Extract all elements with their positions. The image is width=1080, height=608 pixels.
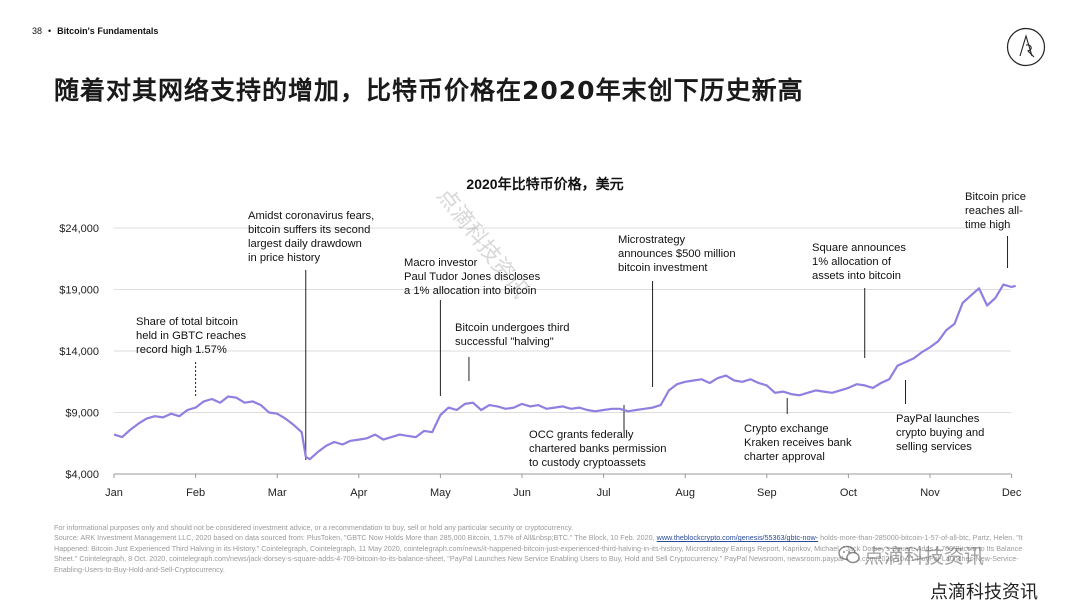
annotation-label-line: bitcoin investment [618,262,708,274]
annotation-label-line: in price history [248,252,321,264]
annotation-label-line: Kraken receives bank [744,437,852,449]
y-tick-label: $24,000 [59,223,99,235]
annotation-label-line: Square announces [812,242,906,254]
annotation-label-line: Bitcoin price [965,191,1026,203]
annotation-label: Crypto exchange Kraken receives bank chart… [744,423,852,463]
annotation-label-line: time high [965,219,1010,231]
annotation-label-line: Bitcoin undergoes third [455,322,569,334]
x-tick-label: Jun [513,487,531,499]
footer-disclaimer: For informational purposes only and shou… [54,523,574,532]
annotation-label-line: bitcoin suffers its second [248,224,370,236]
annotation-label: Square announces 1% allocation of assets i… [812,242,906,282]
x-tick-label: Jul [597,487,611,499]
header-separator: • [48,26,52,36]
annotation-label-line: held in GBTC reaches [136,330,246,342]
footer-sources: Source: ARK Investment Management LLC, 2… [54,533,1034,575]
annotation-label-line: announces $500 million [618,248,736,260]
watermark-wechat: 点滴科技资讯 [838,540,984,569]
chart-gridlines [114,227,1011,475]
annotation-label-line: Amidst coronavirus fears, [248,210,374,222]
annotation-label-line: PayPal launches [896,413,980,425]
annotation-label-line: successful "halving" [455,336,554,348]
annotation-label: Microstrategy announces $500 million bitco… [618,234,736,274]
x-tick-label: Aug [675,487,695,499]
y-tick-label: $4,000 [65,469,99,481]
x-tick-label: Feb [186,487,205,499]
page-header: 38 • Bitcoin's Fundamentals [32,26,158,36]
annotation-label-line: Paul Tudor Jones discloses [404,271,541,283]
annotation-label-line: Microstrategy [618,234,686,246]
annotation-label-line: OCC grants federally [529,429,634,441]
wechat-icon [838,545,860,563]
x-tick-label: Apr [350,487,367,499]
annotation-label-line: a 1% allocation into bitcoin [404,285,536,297]
watermark-wechat-text: 点滴科技资讯 [864,544,984,568]
ark-logo-icon [1006,27,1046,67]
annotation-label-line: selling services [896,441,972,453]
annotations: Share of total bitcoin held in GBTC reach… [136,191,1026,469]
x-tick-label: Oct [840,487,857,499]
page-title: 随着对其网络支持的增加，比特币价格在2020年末创下历史新高 [54,76,804,105]
price-line [113,283,1017,461]
page-number: 38 [32,26,43,36]
source-rest: holds-more-than-285000-bitcoin-1-57-of-a… [54,533,1023,574]
annotation-label-line: Macro investor [404,257,478,269]
x-tick-label: Sep [757,487,777,499]
annotation-label-line: 1% allocation of [812,256,892,268]
x-tick-label: Mar [268,487,287,499]
watermark-brand: 点滴科技资讯 [930,582,1038,603]
y-tick-label: $19,000 [59,285,99,297]
annotation-label-line: crypto buying and [896,427,984,439]
source-intro: Source: ARK Investment Management LLC, 2… [54,533,655,543]
annotation-label: Share of total bitcoin held in GBTC reach… [136,316,246,356]
x-axis-ticks: Jan Feb Mar Apr May Jun Jul Aug Sep Oct Nov Dec [105,474,1022,499]
annotation-label-line: assets into bitcoin [812,270,901,282]
annotation-label-line: chartered banks permission [529,443,666,455]
y-tick-label: $9,000 [65,408,99,420]
source-link[interactable]: www.theblockcrypto.com/genesis/55363/gbt… [656,533,819,543]
annotation-label: OCC grants federally chartered banks perm… [529,429,666,469]
y-tick-label: $14,000 [59,346,99,358]
annotation-label: Bitcoin price reaches all-time high [965,191,1026,231]
footer-notes: For informational purposes only and shou… [54,523,1034,575]
annotation-label-line: charter approval [744,451,825,463]
x-tick-label: Jan [105,487,123,499]
annotation-label: PayPal launches crypto buying and selling … [896,413,984,453]
annotation-label-line: record high 1.57% [136,344,227,356]
chart-title: 2020年比特币价格，美元 [466,176,623,192]
annotation-label-line: Crypto exchange [744,423,829,435]
annotation-label-line: reaches all- [965,205,1023,217]
annotation-label: Macro investor Paul Tudor Jones discloses… [404,257,541,297]
y-axis-ticks: $4,000 $9,000 $14,000 $19,000 $24,000 [59,223,99,481]
section-name: Bitcoin's Fundamentals [57,26,159,36]
x-tick-label: Dec [1002,487,1022,499]
x-tick-label: May [430,487,451,499]
x-tick-label: Nov [920,487,940,499]
annotation-label-line: to custody cryptoassets [529,457,646,469]
annotation-label-line: largest daily drawdown [248,238,362,250]
annotation-label: Amidst coronavirus fears, bitcoin suffers… [248,210,374,264]
annotation-label: Bitcoin undergoes third successful "halvi… [455,322,569,348]
annotation-label-line: Share of total bitcoin [136,316,238,328]
